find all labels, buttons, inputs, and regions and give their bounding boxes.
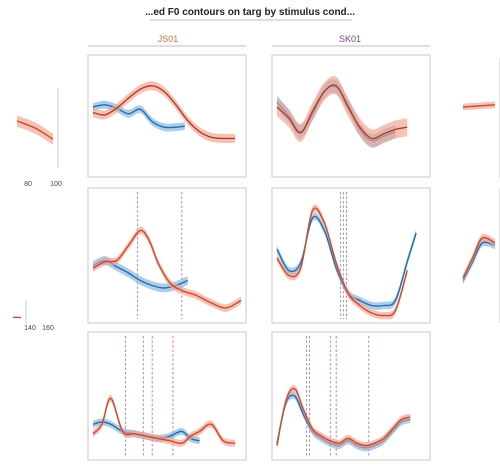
panel-partial-left-row1	[16, 88, 59, 168]
series-line-red	[92, 397, 236, 445]
panel-sk01-row3	[271, 331, 431, 461]
panels-layer	[12, 54, 500, 461]
panel-partial-left-row2	[12, 300, 27, 324]
panel-partial-right-row1	[462, 58, 500, 178]
series-line-red	[92, 229, 242, 309]
figure-title: ...ed F0 contours on targ by stimulus co…	[145, 7, 355, 18]
series-band-blue	[93, 418, 200, 445]
left-tick-label: 100	[50, 181, 62, 188]
series-line-red	[276, 387, 411, 447]
series-band-red	[277, 75, 408, 148]
panel-js01-row1	[87, 54, 247, 178]
panel-frame	[87, 54, 247, 178]
panel-js01-row3	[87, 331, 247, 461]
left-tick-label: 160	[42, 325, 54, 332]
panel-js01-row2	[87, 187, 247, 324]
panel-frame	[271, 187, 431, 324]
series-band-red	[17, 115, 53, 145]
left-tick-label: 140	[24, 325, 36, 332]
series-band-blue	[93, 256, 188, 293]
series-mean-line	[276, 84, 408, 139]
column-label-sk01: SK01	[339, 34, 361, 44]
series-band-red	[93, 81, 236, 143]
series-mean-line	[92, 85, 236, 139]
left-tick-label: 80	[24, 181, 32, 188]
series-line-red	[462, 104, 496, 108]
panel-frame	[87, 187, 247, 324]
panel-partial-right-row2	[462, 188, 500, 323]
series-line-red	[276, 207, 408, 317]
series-line-red	[462, 236, 496, 279]
panel-sk01-row2	[271, 187, 431, 324]
column-label-js01: JS01	[158, 34, 179, 44]
series-line-blue	[92, 104, 185, 129]
series-band-red	[277, 204, 408, 320]
panel-sk01-row1	[271, 54, 431, 178]
series-line-red	[16, 120, 54, 140]
